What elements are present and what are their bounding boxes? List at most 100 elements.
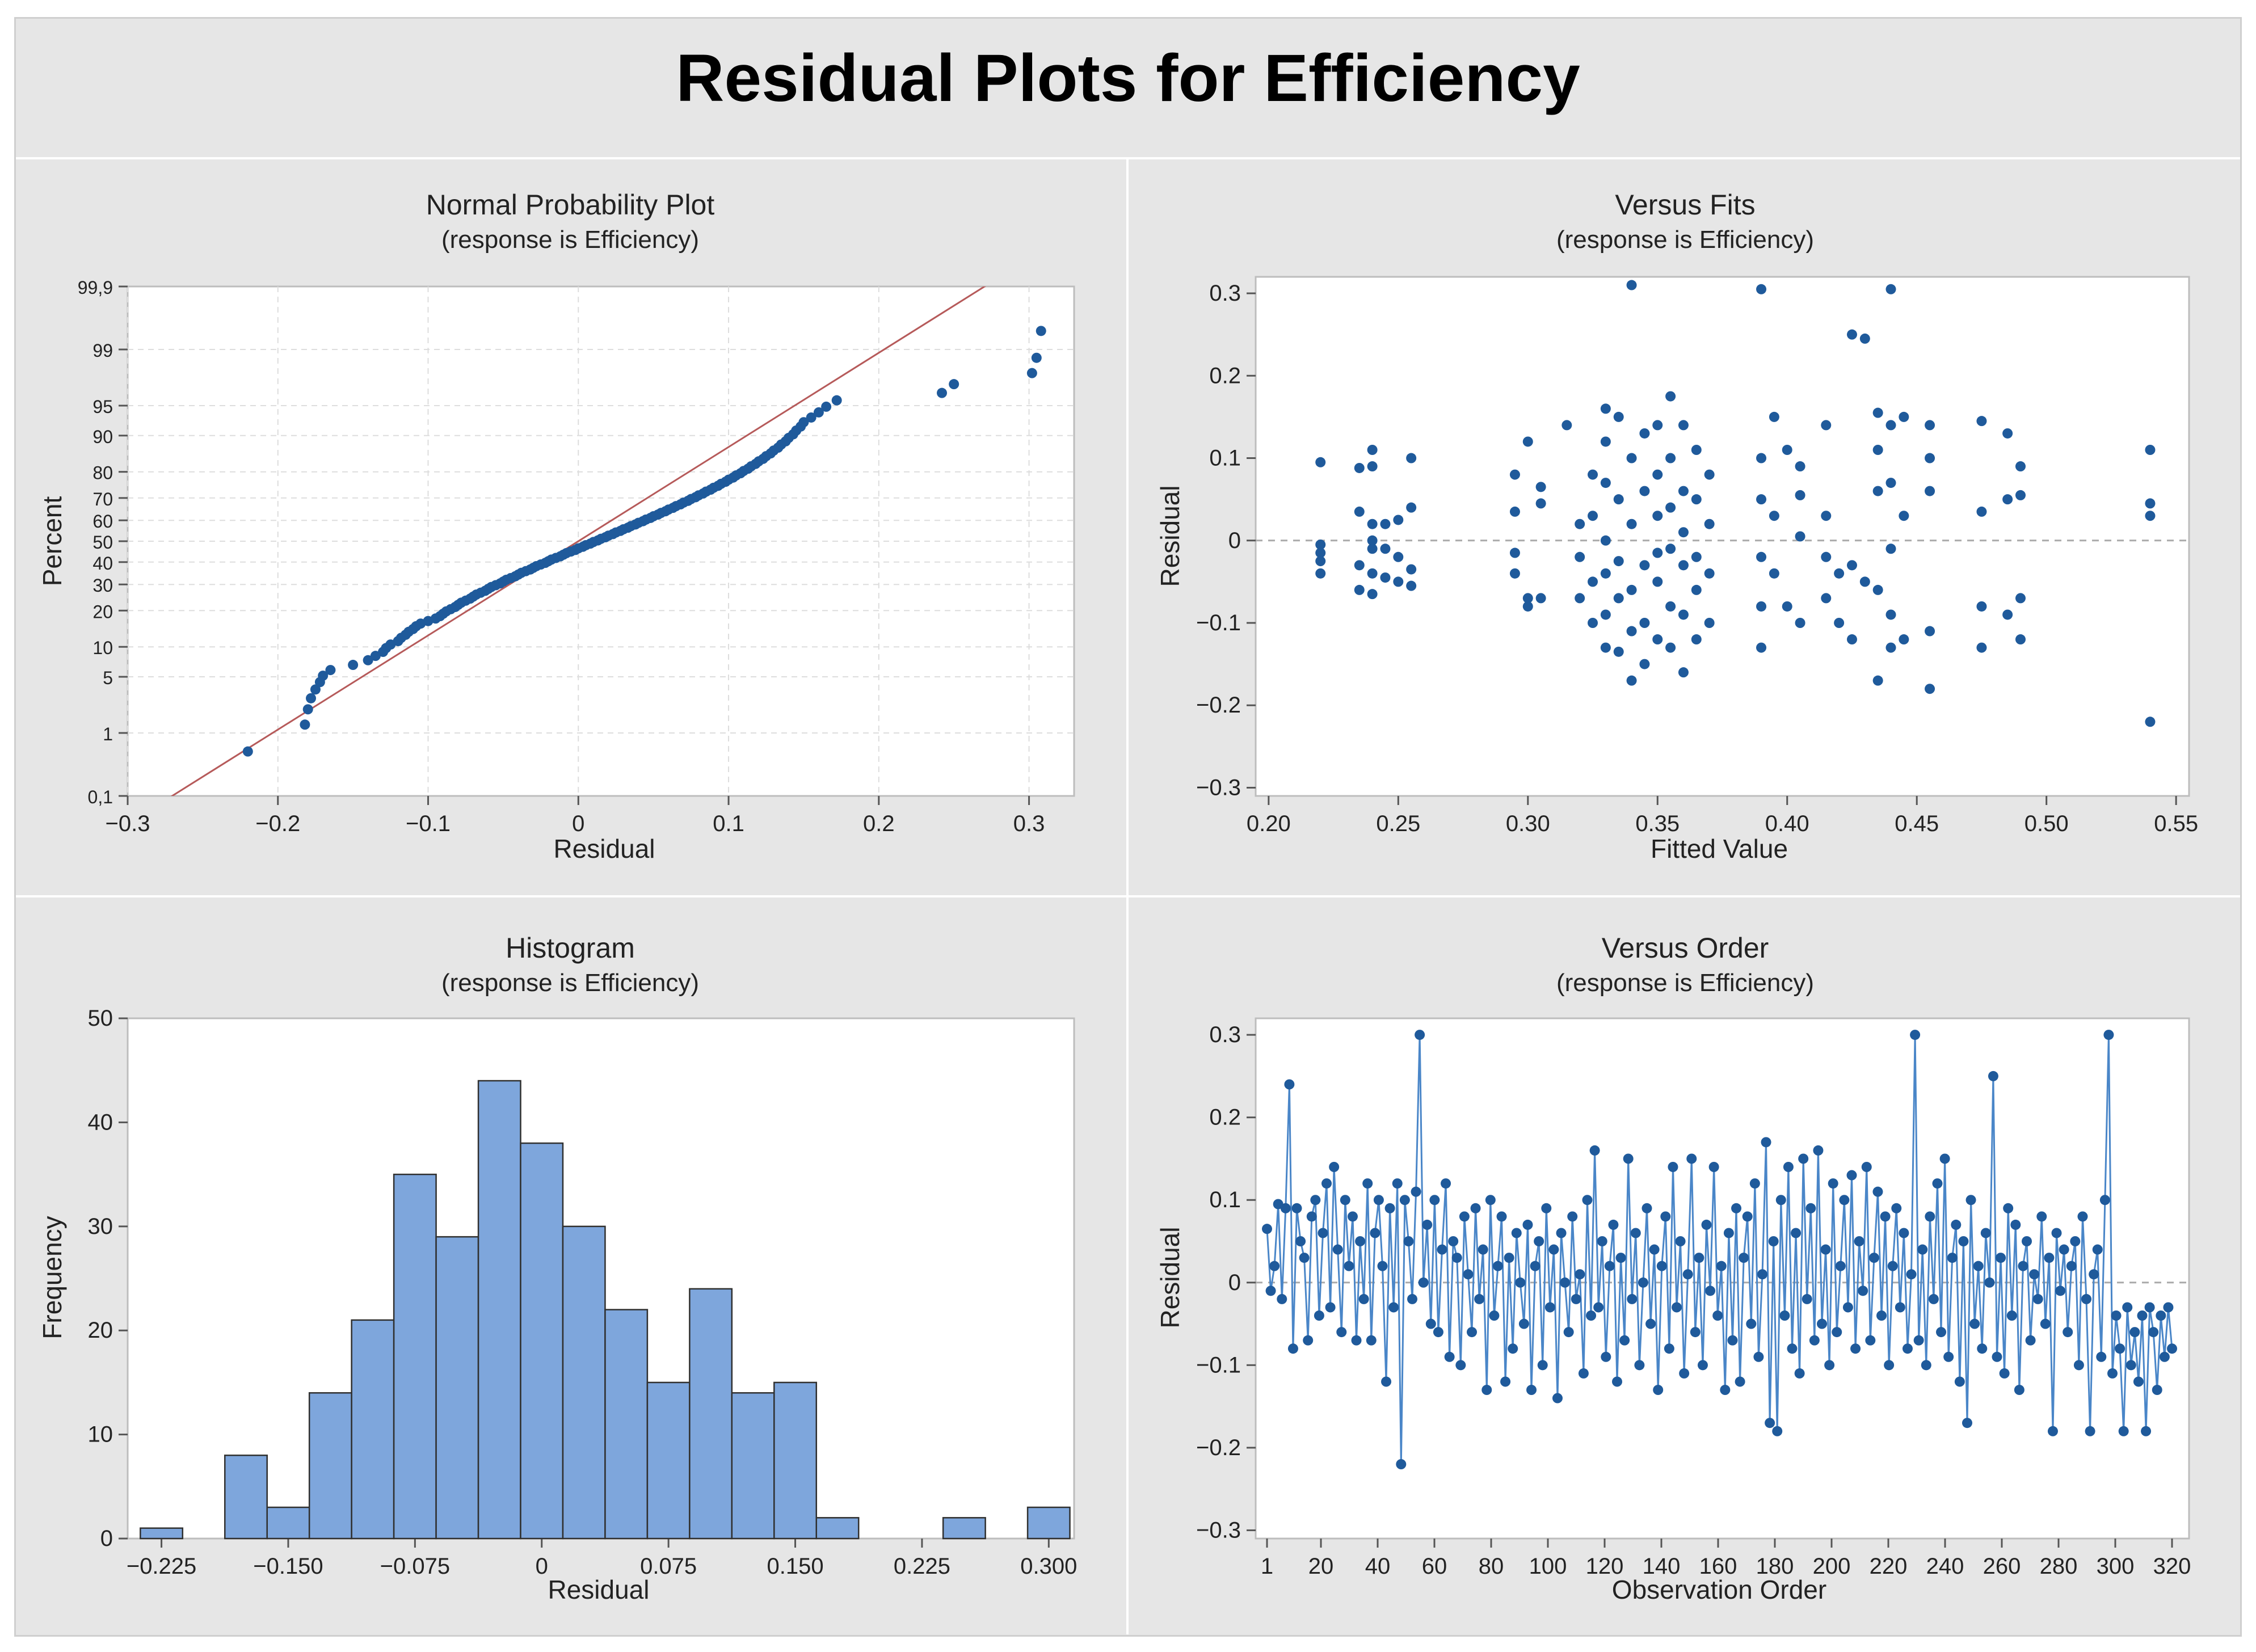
normal-probability-y-tick-label: 20 bbox=[92, 601, 113, 622]
fits-point bbox=[1691, 445, 1702, 455]
normal-probability-y-tick-label: 90 bbox=[92, 427, 113, 447]
order-point bbox=[1917, 1244, 1928, 1255]
order-point bbox=[1739, 1253, 1749, 1263]
order-point bbox=[2040, 1318, 2051, 1329]
order-point bbox=[1358, 1293, 1369, 1304]
histogram-bar bbox=[689, 1288, 733, 1540]
order-point bbox=[2063, 1327, 2073, 1338]
versus-order-y-tick-label: −0.2 bbox=[1196, 1435, 1241, 1460]
fits-point bbox=[2002, 609, 2013, 620]
fits-point bbox=[1872, 407, 1883, 418]
normal-probability-y-tick-label: 99,9 bbox=[78, 277, 113, 298]
order-point bbox=[1373, 1195, 1384, 1206]
versus-order-title: Versus Order bbox=[1602, 932, 1769, 964]
order-point bbox=[1265, 1286, 1276, 1296]
fits-point bbox=[2002, 494, 2013, 505]
probability-point bbox=[363, 655, 373, 665]
order-point bbox=[1478, 1244, 1488, 1255]
fits-point bbox=[1976, 601, 1987, 612]
order-point bbox=[1582, 1195, 1593, 1206]
normal-probability-x-axis-label: Residual bbox=[554, 834, 655, 863]
probability-point bbox=[813, 407, 824, 418]
fits-point bbox=[1678, 420, 1689, 431]
fits-point bbox=[1859, 333, 1870, 344]
order-point bbox=[1761, 1137, 1771, 1148]
fits-point bbox=[1315, 556, 1326, 567]
order-point bbox=[1504, 1253, 1514, 1263]
fits-point bbox=[2015, 490, 2026, 500]
order-point bbox=[1467, 1327, 1478, 1338]
order-point bbox=[2089, 1269, 2099, 1280]
panel-divider-horizontal bbox=[16, 157, 2240, 159]
versus-order-y-tick-label: 0 bbox=[1228, 1270, 1241, 1295]
histogram-x-axis-label: Residual bbox=[548, 1575, 650, 1604]
order-point bbox=[1779, 1310, 1790, 1321]
fits-point bbox=[1925, 684, 1935, 694]
fits-point bbox=[1769, 511, 1779, 521]
histogram-y-tick-label: 20 bbox=[88, 1318, 113, 1343]
order-point bbox=[1872, 1186, 1883, 1197]
fits-point bbox=[1509, 506, 1520, 517]
order-point bbox=[1627, 1293, 1638, 1304]
fits-point bbox=[1925, 420, 1935, 431]
fits-point bbox=[1600, 478, 1611, 488]
order-point bbox=[1690, 1327, 1701, 1338]
order-point bbox=[2006, 1310, 2017, 1321]
fits-point bbox=[1315, 540, 1326, 550]
histogram-bar bbox=[351, 1319, 395, 1540]
order-point bbox=[1653, 1385, 1664, 1395]
order-point bbox=[2141, 1426, 2152, 1436]
order-point bbox=[1384, 1203, 1395, 1213]
order-point bbox=[2156, 1310, 2166, 1321]
order-point bbox=[2070, 1236, 2081, 1246]
versus-fits-x-axis-label: Fitted Value bbox=[1651, 834, 1788, 863]
order-point bbox=[2059, 1244, 2069, 1255]
order-point bbox=[2129, 1327, 2140, 1338]
order-point bbox=[1280, 1203, 1291, 1213]
order-point bbox=[1973, 1261, 1984, 1271]
order-point bbox=[1534, 1236, 1544, 1246]
versus-order-chart: Versus Order (response is Efficiency) Obse… bbox=[1155, 932, 2191, 1604]
order-point bbox=[2092, 1244, 2103, 1255]
order-point bbox=[1548, 1244, 1559, 1255]
fits-point bbox=[1872, 675, 1883, 686]
order-point bbox=[1541, 1203, 1552, 1213]
fits-point bbox=[1795, 618, 1805, 628]
fits-point bbox=[1588, 576, 1598, 587]
order-point bbox=[1377, 1261, 1388, 1271]
order-point bbox=[2018, 1261, 2028, 1271]
order-point bbox=[1817, 1318, 1828, 1329]
order-point bbox=[1757, 1269, 1767, 1280]
fits-point bbox=[1315, 547, 1326, 558]
order-point bbox=[2103, 1030, 2114, 1040]
fits-point bbox=[1782, 445, 1792, 455]
fits-point bbox=[2145, 445, 2156, 455]
normal-probability-x-tick-label: 0.2 bbox=[863, 811, 895, 836]
fits-point bbox=[1626, 519, 1637, 529]
histogram-y-tick-label: 0 bbox=[100, 1526, 113, 1551]
order-point bbox=[1679, 1368, 1690, 1379]
fits-point bbox=[1600, 403, 1611, 414]
order-point bbox=[1891, 1203, 1902, 1213]
order-point bbox=[1563, 1327, 1574, 1338]
versus-fits-y-tick-label: −0.2 bbox=[1196, 693, 1241, 718]
fits-point bbox=[1925, 453, 1935, 463]
order-point bbox=[1463, 1269, 1474, 1280]
order-point bbox=[1418, 1277, 1429, 1288]
order-point bbox=[1571, 1293, 1581, 1304]
order-point bbox=[1597, 1236, 1607, 1246]
order-point bbox=[1634, 1360, 1645, 1371]
order-point bbox=[1861, 1162, 1872, 1172]
order-point bbox=[2125, 1360, 2136, 1371]
order-point bbox=[1746, 1318, 1757, 1329]
fits-point bbox=[1872, 486, 1883, 496]
order-point bbox=[1672, 1302, 1682, 1313]
order-point bbox=[1884, 1360, 1895, 1371]
fits-point bbox=[1575, 551, 1585, 562]
fits-point bbox=[1354, 462, 1365, 473]
histogram-x-tick-label: 0 bbox=[536, 1554, 548, 1579]
fits-point bbox=[1639, 428, 1650, 439]
order-point bbox=[1303, 1335, 1314, 1346]
order-point bbox=[1969, 1318, 1980, 1329]
versus-fits-title: Versus Fits bbox=[1615, 189, 1755, 221]
